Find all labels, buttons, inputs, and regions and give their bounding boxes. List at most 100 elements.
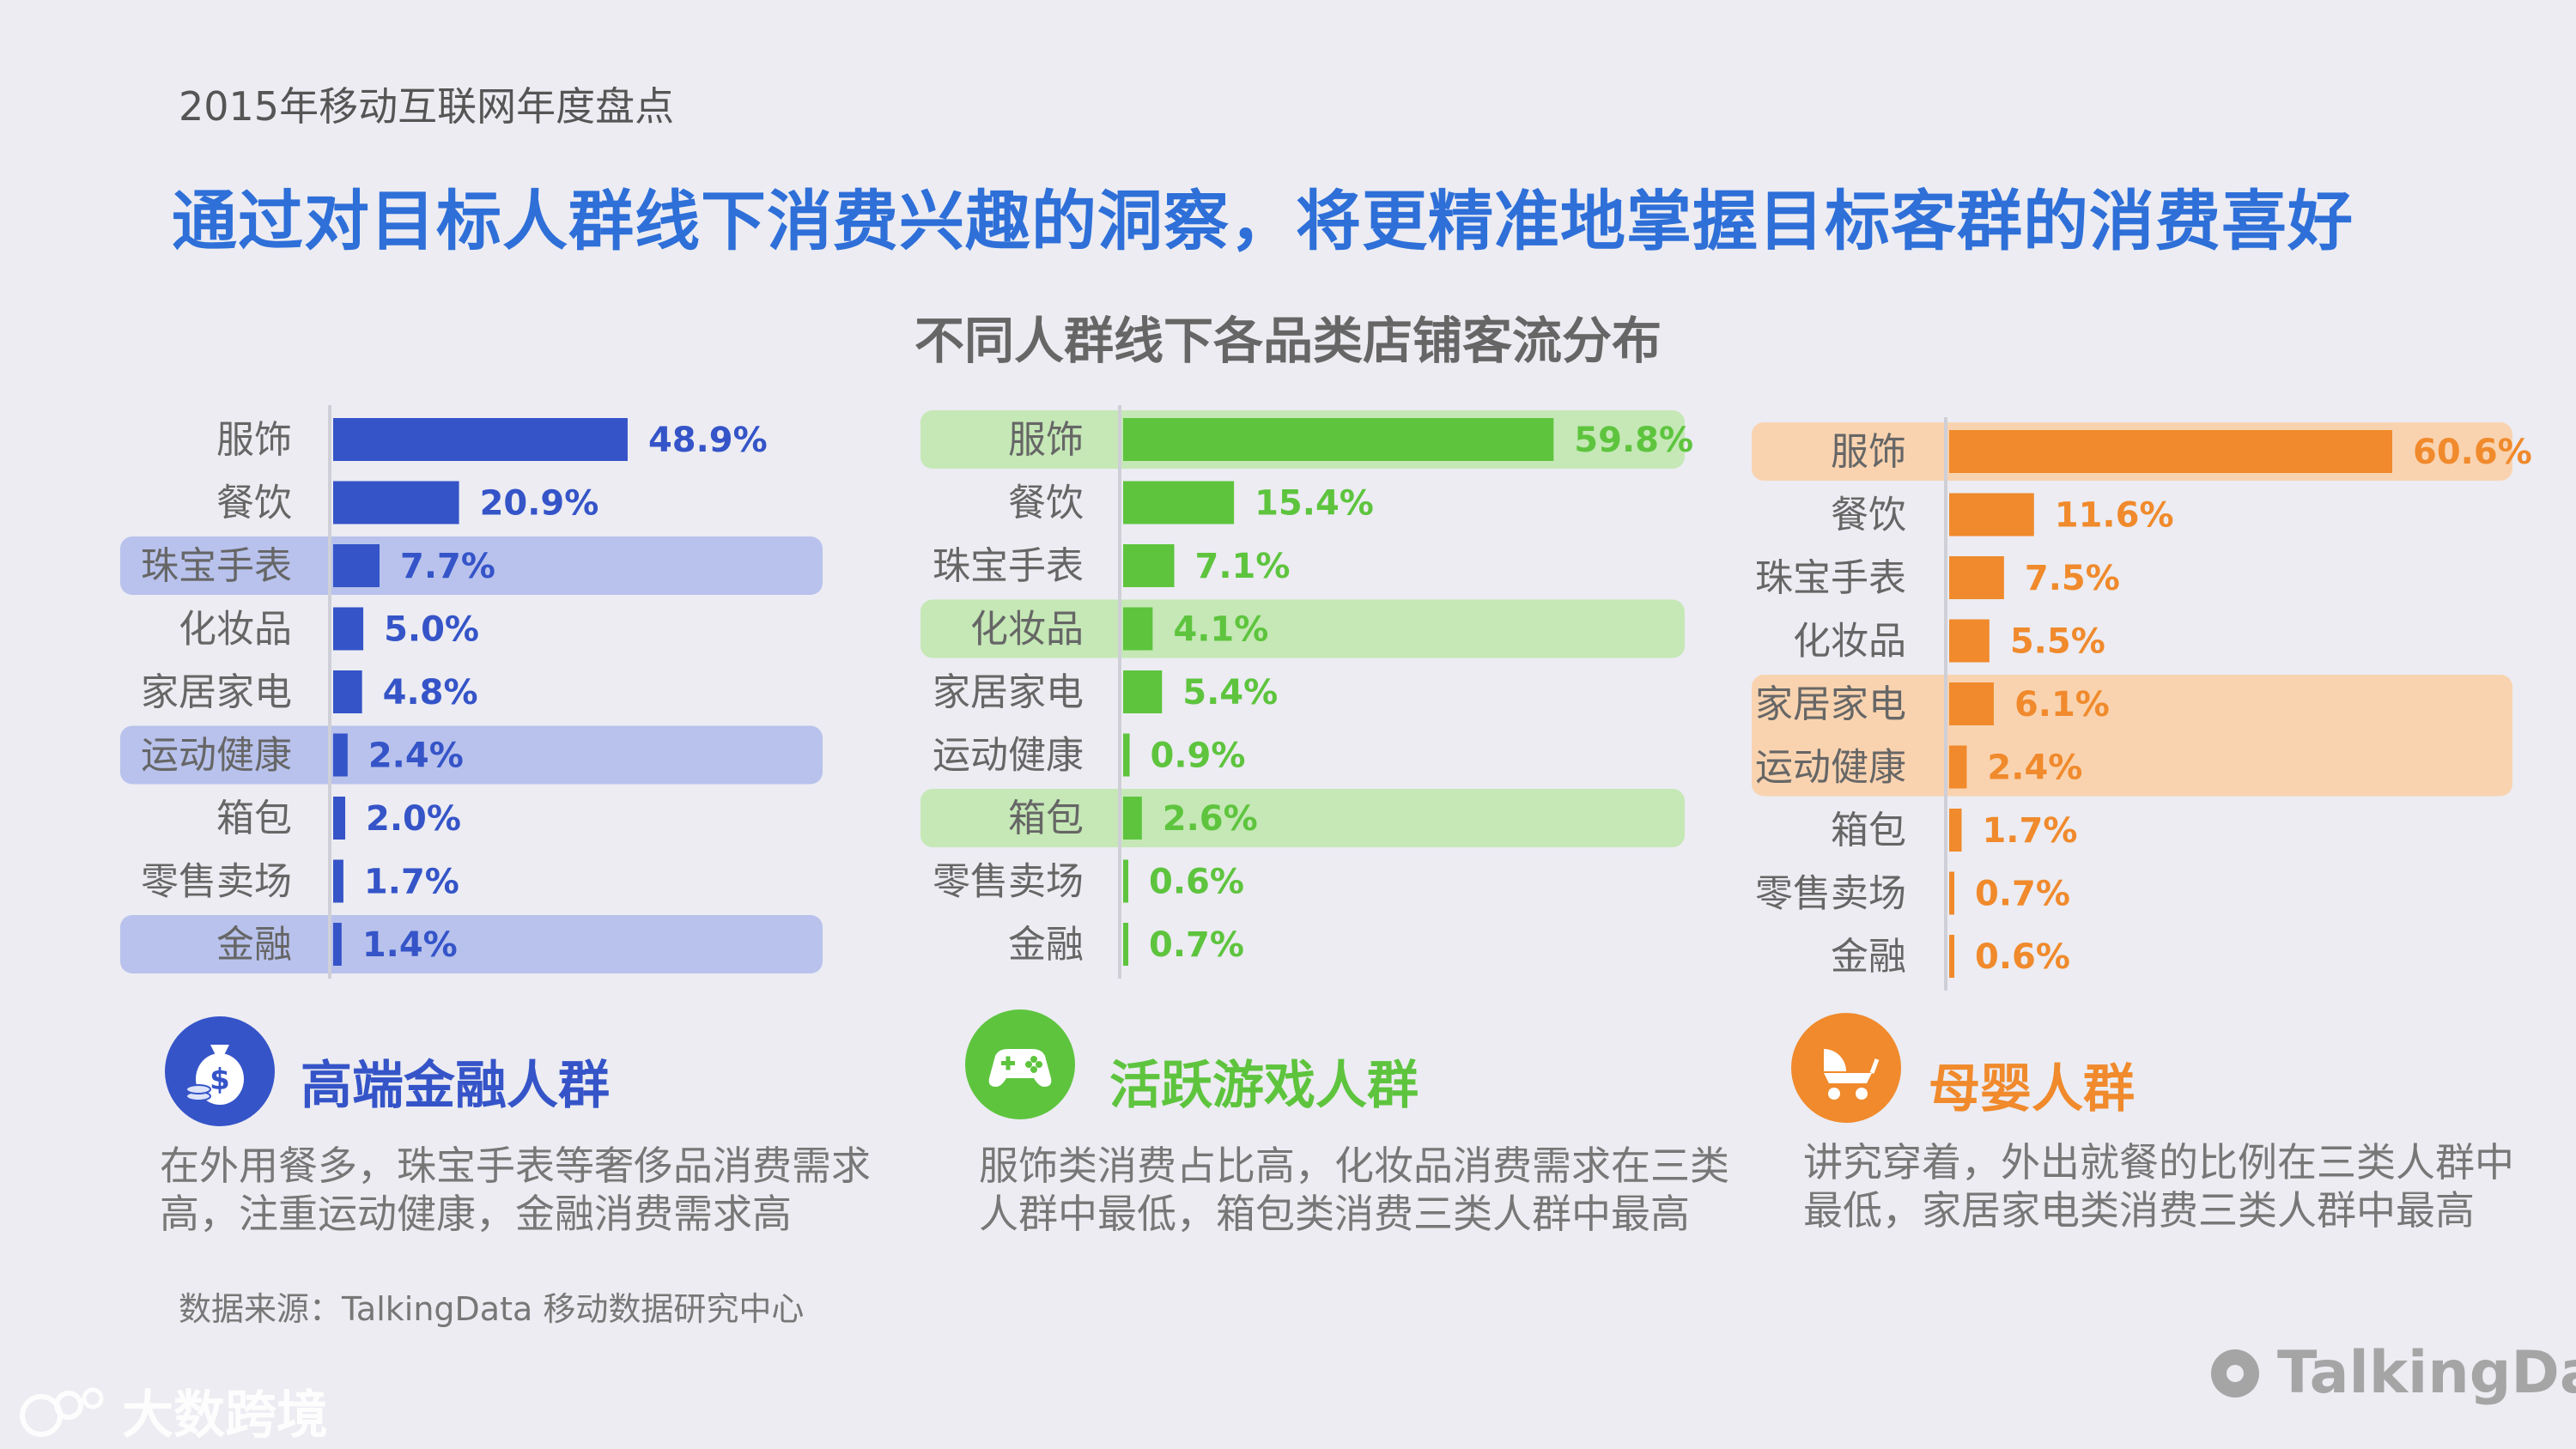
value-label: 60.6% — [2413, 433, 2532, 472]
category-label: 金融 — [1831, 935, 1906, 979]
value-label: 48.9% — [648, 421, 768, 460]
category-label: 零售卖场 — [141, 860, 292, 904]
highlight-band — [1752, 675, 2512, 797]
bar — [1123, 418, 1554, 461]
desc-line: 高，注重运动健康，金融消费需求高 — [160, 1191, 792, 1237]
category-label: 餐饮 — [1831, 494, 1906, 537]
desc-line: 在外用餐多，珠宝手表等奢侈品消费需求 — [160, 1143, 871, 1189]
category-label: 运动健康 — [1755, 746, 1906, 790]
value-label: 2.4% — [1987, 749, 2082, 788]
group-desc-finance: 在外用餐多，珠宝手表等奢侈品消费需求 高，注重运动健康，金融消费需求高 — [160, 1142, 915, 1238]
group-desc-gamers: 服饰类消费占比高，化妆品消费需求在三类 人群中最低，箱包类消费三类人群中最高 — [979, 1142, 1735, 1238]
value-label: 0.6% — [1149, 863, 1244, 902]
value-label: 2.0% — [366, 799, 461, 839]
value-label: 1.7% — [364, 863, 459, 902]
category-label: 箱包 — [216, 797, 292, 840]
group-title-gamers: 活跃游戏人群 — [1109, 1056, 1419, 1116]
watermark-right: TalkingData — [2205, 1339, 2576, 1407]
bar — [1123, 670, 1163, 713]
baby-stroller-icon — [1791, 1013, 1901, 1123]
bar-panel-1: 服饰 48.9% 餐饮 20.9% 珠宝手表 7.7% 化妆品 5.0% 家居家电 4.8% 运动健… — [120, 405, 823, 979]
value-label: 5.0% — [384, 610, 479, 650]
highlight-band — [120, 725, 823, 785]
highlight-band — [120, 537, 823, 595]
bar-panel-3: 服饰 60.6% 餐饮 11.6% 珠宝手表 7.5% 化妆品 5.5% 家居家电 6.1% 运动健… — [1752, 417, 2532, 991]
category-label: 服饰 — [1008, 418, 1084, 462]
value-label: 5.5% — [2010, 622, 2105, 662]
desc-line: 服饰类消费占比高，化妆品消费需求在三类 — [979, 1143, 1729, 1189]
category-label: 零售卖场 — [1755, 872, 1906, 916]
group-desc-mothers: 讲究穿着，外出就餐的比例在三类人群中 最低，家居家电类消费三类人群中最高 — [1803, 1138, 2559, 1234]
bar-panel-2: 服饰 59.8% 餐饮 15.4% 珠宝手表 7.1% 化妆品 4.1% 家居家电 5.4% 运动健… — [920, 405, 1693, 979]
category-label: 家居家电 — [141, 670, 292, 714]
bar — [333, 544, 380, 587]
value-label: 4.1% — [1173, 610, 1268, 650]
report-name: 2015年移动互联网年度盘点 — [179, 83, 675, 130]
category-label: 零售卖场 — [933, 860, 1084, 904]
category-label: 珠宝手表 — [141, 544, 292, 588]
category-label: 餐饮 — [1008, 482, 1084, 525]
bar — [333, 859, 343, 903]
value-label: 7.5% — [2025, 559, 2120, 598]
bar — [1949, 619, 1990, 663]
bar — [1123, 607, 1153, 651]
bar — [1123, 797, 1142, 840]
category-label: 服饰 — [216, 418, 292, 462]
category-label: 化妆品 — [970, 608, 1084, 652]
gamepad-icon — [965, 1009, 1075, 1119]
bar — [333, 733, 348, 777]
bar — [1949, 556, 2004, 599]
bar — [1949, 493, 2034, 537]
watermark-right-text: TalkingData — [2277, 1339, 2576, 1407]
value-label: 6.1% — [2014, 685, 2110, 724]
bar — [1949, 935, 1954, 978]
talkingdata-logo-icon — [2211, 1349, 2259, 1397]
category-label: 化妆品 — [179, 608, 292, 652]
category-label: 餐饮 — [216, 482, 292, 525]
bar — [1123, 859, 1128, 903]
value-label: 59.8% — [1574, 421, 1693, 460]
watermark-left: 大数跨境 — [15, 1373, 328, 1448]
value-label: 4.8% — [383, 673, 478, 712]
bar — [1949, 745, 1967, 789]
bar — [1123, 481, 1235, 524]
category-label: 金融 — [216, 923, 292, 967]
value-label: 0.9% — [1151, 737, 1246, 776]
highlight-band — [920, 789, 1685, 847]
value-label: 7.1% — [1195, 547, 1291, 586]
category-label: 珠宝手表 — [933, 544, 1084, 588]
category-label: 家居家电 — [1755, 682, 1906, 726]
value-label: 0.6% — [1975, 937, 2070, 977]
value-label: 7.7% — [400, 547, 495, 586]
bar — [1949, 682, 1994, 725]
bar — [1949, 871, 1954, 915]
value-label: 1.4% — [362, 925, 458, 965]
group-title-mothers: 母婴人群 — [1929, 1059, 2135, 1119]
category-label: 珠宝手表 — [1755, 556, 1906, 600]
category-label: 服饰 — [1831, 430, 1906, 474]
bar — [1123, 923, 1128, 966]
value-label: 20.9% — [480, 484, 599, 524]
category-label: 家居家电 — [933, 670, 1084, 714]
category-label: 金融 — [1008, 923, 1084, 967]
bar — [1949, 809, 1962, 852]
data-source: 数据来源：TalkingData 移动数据研究中心 — [179, 1290, 805, 1328]
watermark-logo-icon — [20, 1387, 104, 1437]
bar — [333, 607, 364, 651]
value-label: 5.4% — [1182, 673, 1278, 712]
svg-text:$: $ — [210, 1063, 230, 1097]
highlight-band — [920, 599, 1685, 658]
bar — [333, 481, 459, 524]
value-label: 0.7% — [1975, 875, 2070, 914]
value-label: 2.4% — [368, 737, 464, 776]
desc-line: 最低，家居家电类消费三类人群中最高 — [1803, 1187, 2475, 1234]
value-label: 2.6% — [1163, 799, 1258, 839]
category-label: 化妆品 — [1793, 620, 1906, 664]
bar — [333, 670, 362, 713]
value-label: 1.7% — [1982, 811, 2077, 851]
headline: 通过对目标人群线下消费兴趣的洞察，将更精准地掌握目标客群的消费喜好 — [172, 183, 2354, 259]
value-label: 15.4% — [1255, 484, 1374, 524]
bar — [1949, 430, 2392, 473]
desc-line: 讲究穿着，外出就餐的比例在三类人群中 — [1803, 1139, 2514, 1185]
